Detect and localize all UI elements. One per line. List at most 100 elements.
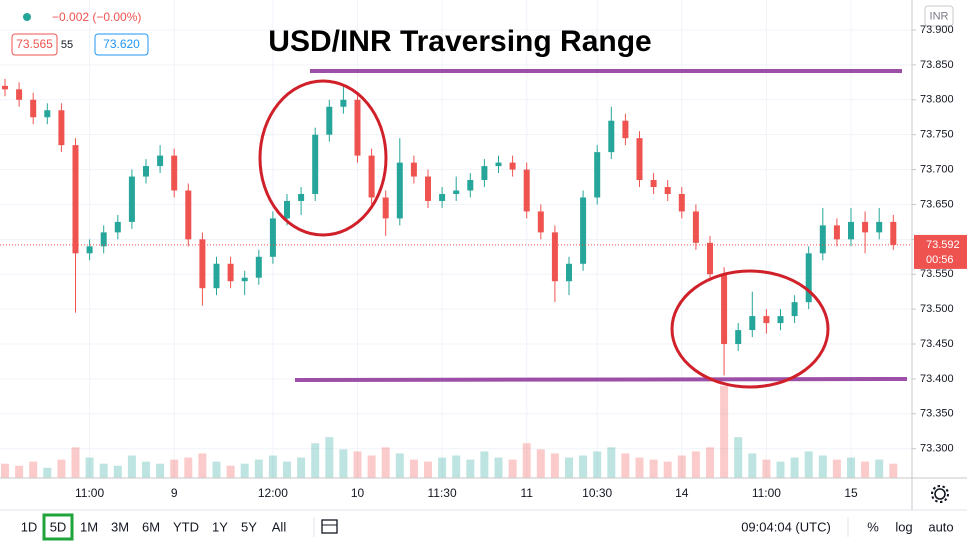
- selected-range-box: [42, 513, 74, 541]
- volume-bar: [790, 457, 799, 478]
- volume-pane: [1, 386, 898, 478]
- volume-bar: [353, 451, 362, 478]
- x-tick-label: 10: [351, 486, 365, 500]
- grid: [0, 0, 912, 478]
- volume-bar: [156, 463, 165, 478]
- volume-bar: [43, 467, 52, 478]
- candle-body: [523, 169, 530, 212]
- scale-option[interactable]: log: [895, 519, 912, 534]
- candle-body: [692, 211, 699, 243]
- volume-bar: [593, 451, 602, 478]
- y-tick-label: 73.450: [920, 338, 954, 350]
- range-button[interactable]: YTD: [173, 519, 199, 534]
- candle-body: [255, 256, 262, 278]
- volume-bar: [621, 453, 630, 478]
- volume-bar: [748, 453, 757, 478]
- candle-body: [763, 316, 770, 324]
- volume-bar: [254, 459, 263, 478]
- candle-body: [199, 239, 206, 289]
- candle-body: [298, 193, 305, 201]
- candle-body: [594, 152, 601, 198]
- volume-bar: [508, 459, 517, 478]
- scale-option[interactable]: auto: [928, 519, 953, 534]
- candle-body: [805, 253, 812, 303]
- candle-body: [481, 166, 488, 181]
- volume-bar: [311, 443, 320, 478]
- candle-body: [509, 162, 516, 170]
- range-button[interactable]: 3M: [111, 519, 129, 534]
- candle-body: [425, 176, 431, 201]
- scale-option[interactable]: %: [867, 519, 879, 534]
- candle-body: [439, 193, 446, 201]
- volume-bar: [452, 455, 461, 478]
- change: −0.002 (−0.00%): [52, 10, 141, 24]
- volume-bar: [635, 457, 644, 478]
- volume-bar: [875, 459, 884, 478]
- highlight-ellipse: [258, 79, 388, 237]
- volume-bar: [212, 461, 221, 478]
- currency-box: [924, 5, 954, 27]
- candle-body: [16, 89, 23, 100]
- clock: 09:04:04 (UTC): [741, 519, 831, 534]
- x-tick-label: 11:30: [428, 486, 457, 500]
- volume-bar: [1, 463, 9, 478]
- volume-bar: [113, 465, 122, 478]
- range-button[interactable]: 5D: [50, 519, 67, 534]
- volume-bar: [889, 463, 898, 478]
- range-button[interactable]: 1D: [21, 519, 38, 534]
- volume-bar: [565, 457, 573, 478]
- candle-body: [467, 180, 474, 191]
- volume-bar: [847, 457, 855, 478]
- range-button[interactable]: 1Y: [212, 519, 228, 534]
- candle-body: [721, 274, 728, 345]
- candle-body: [580, 197, 587, 264]
- volume-bar: [367, 455, 376, 478]
- candle-body: [551, 232, 558, 282]
- y-tick-label: 73.550: [920, 268, 954, 280]
- candle-body: [213, 263, 220, 289]
- volume-bar: [677, 455, 686, 478]
- candle-body: [269, 218, 276, 257]
- volume-bar: [607, 447, 616, 478]
- range-button[interactable]: All: [272, 519, 287, 534]
- volume-bar: [15, 465, 24, 478]
- settings-icon[interactable]: [931, 485, 949, 503]
- volume-bar: [720, 386, 729, 478]
- volume-bar: [170, 459, 179, 478]
- volume-bar: [776, 461, 785, 478]
- candle-body: [410, 162, 417, 177]
- volume-bar: [762, 459, 771, 478]
- bid-box: [11, 33, 58, 56]
- toolbar: 1D 5D 1M 3M 6M YTD 1Y 5Y All 09:04:04 (UTC)% log au…: [21, 513, 954, 541]
- range-button[interactable]: 5Y: [241, 519, 257, 534]
- candle-body: [143, 166, 149, 177]
- range-button[interactable]: 6M: [142, 519, 160, 534]
- compare-icon[interactable]: [321, 519, 338, 534]
- volume-bar: [536, 449, 545, 478]
- bid: 73.565: [16, 37, 53, 51]
- candle-body: [354, 99, 361, 156]
- candle-body: [171, 155, 178, 191]
- range-button[interactable]: 1M: [80, 519, 98, 534]
- volume-bar: [706, 447, 714, 478]
- x-tick-label: 11:00: [752, 486, 781, 500]
- range-bottom-line: [294, 377, 908, 382]
- candle-body: [707, 242, 713, 275]
- x-tick-label: 11: [520, 486, 533, 500]
- candle-body: [284, 200, 290, 219]
- volume-bar: [804, 451, 813, 478]
- volume-bar: [99, 463, 108, 478]
- currency: INR: [930, 10, 949, 22]
- last-price-box: [914, 234, 967, 269]
- candle-body: [157, 155, 164, 167]
- volume-bar: [734, 437, 743, 478]
- candle-body: [608, 120, 615, 153]
- candle-body: [100, 232, 107, 247]
- candle-body: [777, 316, 784, 324]
- volume-bar: [71, 447, 80, 478]
- candle-body: [566, 263, 572, 282]
- volume-bar: [861, 461, 870, 478]
- candle-body: [326, 106, 333, 135]
- candle-body: [862, 221, 869, 233]
